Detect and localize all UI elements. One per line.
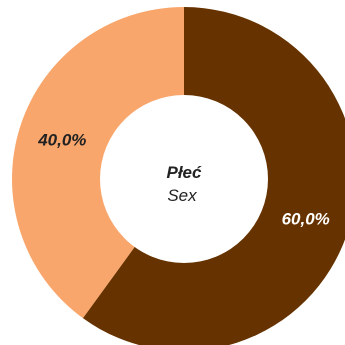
chart-title: Płeć <box>167 163 203 182</box>
donut-hole <box>100 95 268 263</box>
slice-label-1: 60,0% <box>282 210 330 229</box>
labels-group: 60,0% 40,0% <box>37 130 330 228</box>
pie-slice-2 <box>12 7 185 319</box>
chart-subtitle: Sex <box>167 186 197 205</box>
slice-label-2: 40,0% <box>37 130 86 149</box>
